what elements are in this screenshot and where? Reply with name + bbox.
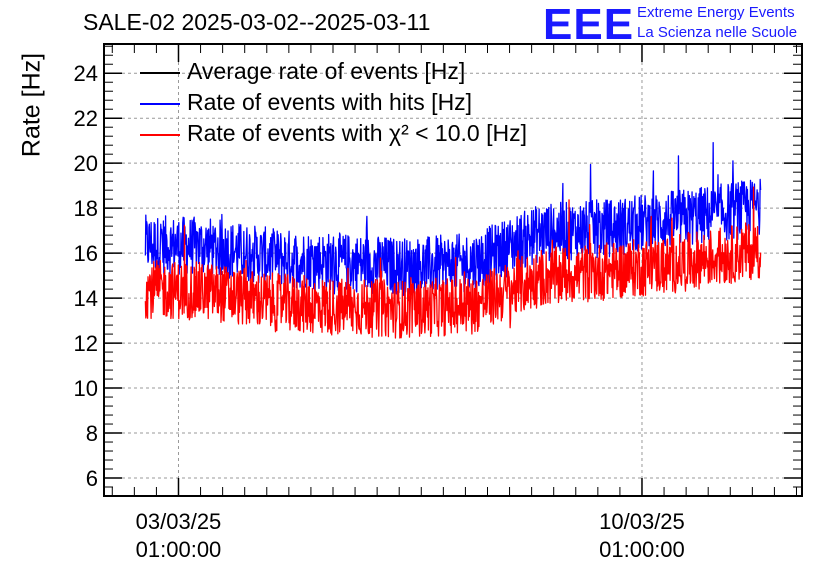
legend-swatch-hits	[140, 103, 180, 105]
y-tick-label: 24	[74, 61, 98, 86]
chart-title: SALE-02 2025-03-02--2025-03-11	[83, 9, 431, 35]
x-tick-date-2: 10/03/25	[599, 509, 685, 534]
y-tick-label: 10	[74, 376, 98, 401]
y-tick-label: 20	[74, 151, 98, 176]
y-tick-label: 18	[74, 196, 98, 221]
y-axis-label: Rate [Hz]	[17, 52, 46, 158]
plot-frame	[103, 43, 803, 497]
y-tick-label: 8	[86, 421, 98, 446]
eee-logo: EEE	[543, 0, 635, 49]
logo-line-1: Extreme Energy Events	[637, 4, 795, 21]
y-tick-label: 14	[74, 286, 98, 311]
logo-line-2: La Scienza nelle Scuole	[637, 24, 798, 41]
y-tick-label: 12	[74, 331, 98, 356]
y-tick-label: 6	[86, 466, 98, 491]
x-tick-time-1: 01:00:00	[135, 537, 222, 562]
x-tick-date-1: 03/03/25	[135, 509, 222, 534]
legend-swatch-average	[140, 72, 180, 74]
series-line-chi2	[144, 186, 762, 339]
y-tick-label: 22	[74, 106, 98, 131]
y-tick-label: 16	[74, 241, 98, 266]
legend-label-chi2: Rate of events with χ² < 10.0 [Hz]	[187, 120, 527, 146]
legend-label-average: Average rate of events [Hz]	[187, 58, 466, 84]
x-tick-time-2: 01:00:00	[599, 537, 685, 562]
axis-ticks: 6 8 10 12 14 16 18 20 22 24	[74, 44, 802, 497]
x-tick-label-2: 10/03/25 01:00:00	[572, 508, 712, 564]
legend-swatch-chi2	[140, 134, 180, 136]
x-tick-label-1: 03/03/25 01:00:00	[108, 508, 248, 564]
legend-label-hits: Rate of events with hits [Hz]	[187, 89, 473, 115]
series-line-hits	[144, 142, 762, 308]
series-group	[144, 142, 762, 339]
